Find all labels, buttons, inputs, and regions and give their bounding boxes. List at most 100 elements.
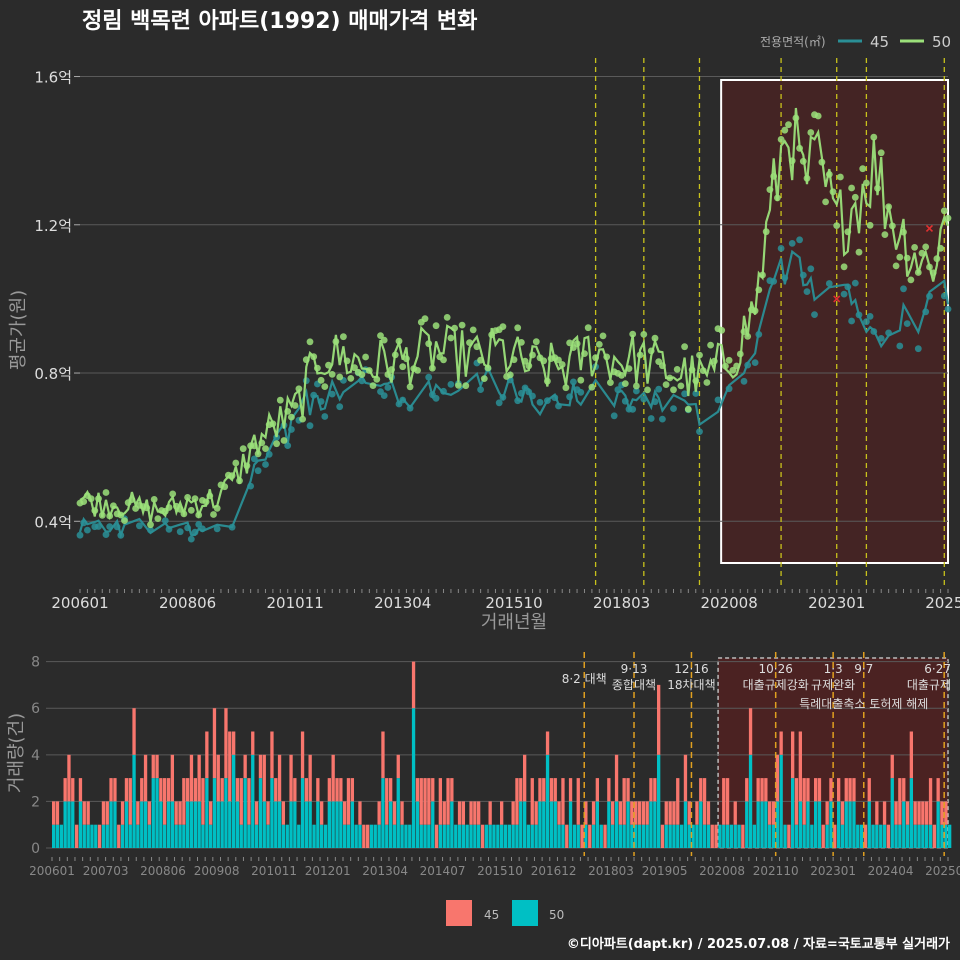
bar-45 bbox=[645, 801, 649, 825]
data-point-50 bbox=[907, 276, 915, 284]
x-tick-label: 2025 bbox=[925, 594, 960, 612]
data-point-50 bbox=[918, 249, 926, 257]
data-point-45 bbox=[940, 292, 948, 300]
data-point-50 bbox=[629, 330, 637, 338]
bar-50 bbox=[676, 824, 680, 848]
bar-50 bbox=[377, 824, 381, 848]
bar-45 bbox=[239, 778, 243, 825]
bar-50 bbox=[649, 801, 653, 848]
bar-50 bbox=[105, 824, 109, 848]
legend-bottom-swatch-50 bbox=[512, 900, 538, 926]
top-x-axis-label: 거래년월 bbox=[481, 612, 547, 633]
data-point-50 bbox=[736, 350, 744, 358]
bar-50 bbox=[848, 801, 852, 848]
bar-45 bbox=[101, 801, 106, 825]
bar-45 bbox=[300, 731, 305, 779]
bar-50 bbox=[228, 801, 232, 848]
bar-50 bbox=[680, 824, 684, 848]
bar-50 bbox=[576, 824, 580, 848]
data-point-50 bbox=[432, 322, 440, 330]
bar-45 bbox=[921, 801, 925, 825]
bar-50 bbox=[140, 801, 144, 848]
data-point-45 bbox=[447, 381, 455, 388]
bar-50 bbox=[285, 824, 289, 848]
credit-text: ©디아파트(dapt.kr) / 2025.07.08 / 자료=국토교통부 실… bbox=[567, 936, 950, 952]
bar-45 bbox=[151, 754, 155, 779]
data-point-50 bbox=[644, 386, 651, 394]
bar-45 bbox=[251, 731, 255, 755]
bar-45 bbox=[400, 801, 404, 825]
bar-45 bbox=[331, 754, 335, 802]
bar-50 bbox=[385, 824, 389, 848]
policy-annotation-text: 1·3 bbox=[824, 662, 843, 676]
bottom-x-tick-label: 200601 bbox=[29, 864, 75, 878]
data-point-45 bbox=[725, 385, 733, 393]
data-point-50 bbox=[302, 356, 310, 364]
bar-50 bbox=[113, 801, 117, 848]
bar-45 bbox=[584, 801, 588, 825]
bar-50 bbox=[369, 824, 374, 848]
bar-50 bbox=[706, 824, 711, 848]
bar-45 bbox=[733, 801, 737, 825]
bar-45 bbox=[595, 778, 600, 802]
data-point-50 bbox=[703, 379, 711, 386]
bar-50 bbox=[59, 824, 64, 848]
bar-45 bbox=[136, 801, 140, 825]
data-point-50 bbox=[429, 364, 436, 372]
data-point-50 bbox=[940, 207, 948, 215]
chart-title: 정림 백목련 아파트(1992) 매매가격 변화 bbox=[82, 9, 477, 34]
bar-50 bbox=[729, 824, 734, 848]
bar-45 bbox=[124, 778, 129, 802]
bar-45 bbox=[817, 778, 822, 802]
bar-50 bbox=[852, 801, 856, 848]
bar-45 bbox=[649, 778, 653, 802]
bar-50 bbox=[446, 824, 450, 848]
bar-50 bbox=[205, 778, 209, 848]
bar-50 bbox=[419, 824, 423, 848]
bar-45 bbox=[549, 778, 554, 802]
data-point-50 bbox=[232, 459, 240, 467]
bar-45 bbox=[446, 778, 450, 825]
bar-50 bbox=[794, 824, 799, 848]
data-point-45 bbox=[213, 525, 221, 533]
data-point-50 bbox=[874, 184, 881, 192]
bar-45 bbox=[209, 801, 213, 825]
data-point-50 bbox=[584, 324, 592, 332]
data-point-50 bbox=[807, 129, 815, 136]
bar-45 bbox=[396, 754, 400, 779]
data-point-45 bbox=[544, 397, 551, 404]
bar-50 bbox=[668, 824, 672, 848]
bar-50 bbox=[507, 824, 512, 848]
data-point-45 bbox=[629, 405, 637, 413]
bar-45 bbox=[182, 778, 186, 825]
bar-50 bbox=[128, 824, 132, 848]
data-point-50 bbox=[733, 362, 740, 370]
data-point-50 bbox=[803, 174, 811, 182]
bar-45 bbox=[232, 731, 236, 755]
data-point-45 bbox=[926, 292, 933, 300]
legend-label-50: 50 bbox=[932, 33, 951, 51]
bar-45 bbox=[676, 778, 680, 825]
data-point-50 bbox=[121, 517, 128, 524]
bar-45 bbox=[530, 778, 534, 825]
bar-45 bbox=[155, 754, 159, 779]
bar-50 bbox=[948, 824, 952, 848]
bar-45 bbox=[821, 824, 825, 848]
bar-45 bbox=[389, 778, 393, 802]
data-point-45 bbox=[903, 320, 911, 327]
bar-50 bbox=[220, 801, 224, 848]
y-tick-label: 0.8억 bbox=[34, 365, 72, 383]
bar-45 bbox=[71, 778, 75, 802]
highlight-period-box bbox=[720, 79, 950, 564]
bar-50 bbox=[622, 824, 626, 848]
data-point-50 bbox=[314, 364, 321, 372]
data-point-50 bbox=[633, 382, 640, 390]
bar-45 bbox=[840, 801, 845, 825]
bar-45 bbox=[480, 824, 485, 848]
data-point-45 bbox=[640, 395, 648, 403]
bottom-x-tick-label: 201803 bbox=[588, 864, 634, 878]
bar-45 bbox=[128, 778, 132, 825]
bar-50 bbox=[618, 824, 623, 848]
bar-45 bbox=[67, 754, 71, 802]
data-point-50 bbox=[799, 157, 807, 165]
